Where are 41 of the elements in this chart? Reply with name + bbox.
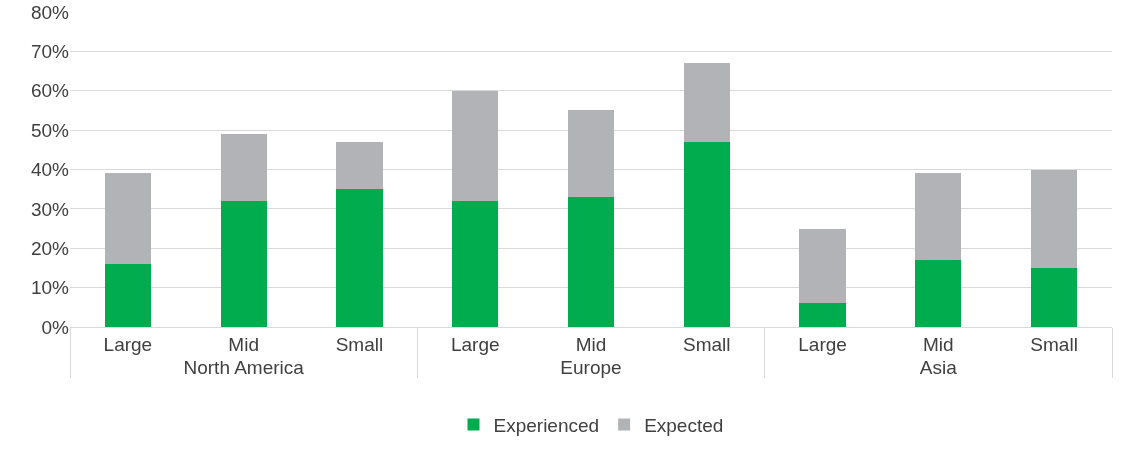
y-tick-label: 30%	[30, 198, 70, 220]
x-tick-label: Mid	[923, 333, 954, 355]
x-tick-label: Small	[1030, 333, 1078, 355]
legend-label: Experienced	[493, 415, 600, 437]
bar	[567, 110, 615, 198]
bar	[104, 264, 152, 327]
y-tick-label: 10%	[30, 277, 70, 299]
legend-label: Expected	[644, 415, 724, 437]
bar	[567, 197, 615, 327]
x-tick-label: Large	[798, 333, 847, 355]
bar	[452, 90, 499, 201]
bar	[336, 141, 383, 190]
x-tick-label: Mid	[575, 333, 607, 355]
bar	[799, 303, 846, 327]
bar	[799, 228, 846, 304]
text: North America	[183, 356, 305, 378]
x-tick-label: Large	[450, 333, 500, 355]
text: Asia	[919, 356, 958, 378]
text: Europe	[560, 356, 622, 378]
bar	[220, 201, 267, 327]
bar	[915, 173, 962, 261]
bar	[1030, 169, 1078, 268]
bar	[452, 201, 499, 327]
x-tick-label: Small	[683, 333, 731, 355]
y-tick-label: 60%	[30, 80, 70, 102]
y-tick-label: 70%	[30, 41, 70, 63]
bar	[104, 173, 152, 264]
bar	[915, 260, 962, 327]
y-tick-label: 20%	[30, 237, 70, 259]
x-tick-label: Small	[335, 333, 384, 355]
x-tick-label: Mid	[228, 333, 259, 355]
y-tick-label: 50%	[30, 119, 70, 141]
bar	[220, 134, 267, 201]
bar	[1030, 267, 1078, 327]
y-tick-label: 40%	[30, 159, 70, 181]
bar	[336, 189, 383, 327]
y-tick-label: 0%	[41, 316, 70, 338]
x-tick-label: Large	[103, 333, 153, 355]
bar	[683, 141, 730, 327]
y-tick-label: 80%	[30, 1, 70, 23]
bar	[683, 63, 730, 142]
